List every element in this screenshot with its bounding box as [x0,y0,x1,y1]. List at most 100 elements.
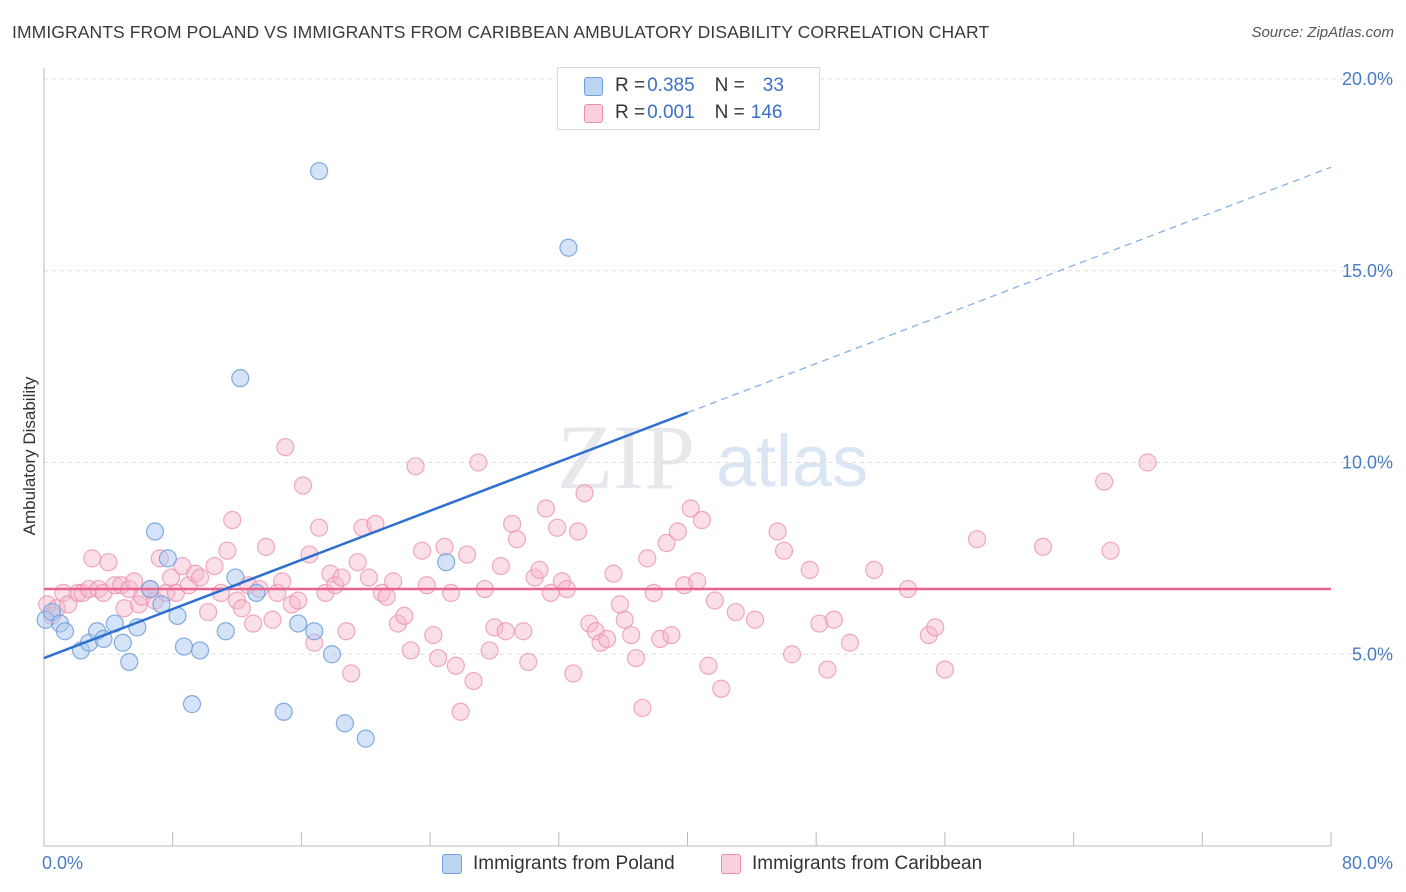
caribbean-point [218,541,237,560]
caribbean-point [712,679,731,698]
y-tick-label-10: 10.0% [1342,453,1393,473]
caribbean-point [638,549,657,568]
poland-point [309,161,329,181]
caribbean-point [205,556,224,576]
caribbean-point [610,595,630,614]
poland-points [36,161,578,748]
gridlines [44,78,1393,655]
caribbean-point [705,591,724,610]
caribbean-point [745,610,765,629]
caribbean-point [99,553,118,572]
source-label: Source: ZipAtlas.com [1251,24,1394,41]
caribbean-point [967,530,987,549]
caribbean-point [289,591,308,610]
caribbean-point [774,541,794,560]
chart-title: IMMIGRANTS FROM POLAND VS IMMIGRANTS FRO… [12,22,990,42]
caribbean-point [480,641,499,660]
legend-item-caribbean[interactable]: Immigrants from Caribbean [721,851,982,877]
poland-point [145,522,165,541]
caribbean-point [293,476,313,495]
caribbean-point [342,664,361,683]
caribbean-point [337,622,356,641]
caribbean-point [417,576,436,595]
caribbean-point [818,660,837,679]
legend-item-poland[interactable]: Immigrants from Poland [442,851,675,877]
caribbean-point [530,560,549,579]
caribbean-point [626,648,646,668]
caribbean-point [935,660,955,679]
poland-point [356,729,375,748]
poland-point [55,622,75,641]
poland-point [305,622,324,641]
poland-r-label: R = [615,75,646,96]
stats-legend: R = 0.385 N = 33 R = 0.001 N = 146 [557,67,820,130]
caribbean-point [458,545,477,564]
caribbean-point [83,549,102,568]
caribbean-point [1138,453,1157,472]
caribbean-point [451,702,470,721]
watermark: ZIP atlas [557,406,868,508]
caribbean-point [768,522,787,541]
caribbean-r-value: 0.001 [647,102,695,123]
caribbean-point [782,645,802,664]
caribbean-point [662,625,681,645]
caribbean-r-label: R = [615,102,646,123]
poland-point [216,622,235,641]
caribbean-point [412,541,432,560]
poland-point [437,553,456,572]
caribbean-point [692,510,712,530]
caribbean-point [810,614,829,633]
caribbean-point [435,537,454,556]
caribbean-point [644,583,663,602]
poland-point [174,637,194,656]
y-axis-label: Ambulatory Disability [20,376,39,535]
caribbean-point [223,510,242,530]
caribbean-point [441,583,461,602]
caribbean-point [699,656,718,675]
trend-lines [43,166,1332,660]
poland-trend-extension [687,166,1332,414]
caribbean-point [309,518,329,537]
caribbean-point [633,698,652,718]
caribbean-point [348,553,367,572]
caribbean-point [604,564,623,583]
caribbean-point [464,671,483,691]
caribbean-point [263,610,282,629]
caribbean-point [507,530,527,549]
poland-point [247,583,266,602]
legend-caribbean-swatch [721,854,741,874]
caribbean-point [597,629,617,649]
y-tick-label-20: 20.0% [1342,69,1393,89]
caribbean-point [1095,472,1114,491]
legend-caribbean-label: Immigrants from Caribbean [752,853,983,874]
caribbean-point [232,599,251,618]
axes [43,68,1332,847]
caribbean-point [575,484,594,503]
watermark-zip: ZIP [557,406,695,508]
caribbean-point [926,618,945,637]
caribbean-point [485,618,504,637]
caribbean-point [800,560,819,579]
caribbean-point [657,533,676,553]
caribbean-point [406,457,425,476]
poland-point [559,238,578,257]
x-tick-labels: 0.0% 80.0% [42,853,1393,873]
poland-point [231,369,250,388]
caribbean-point [272,572,292,591]
caribbean-point [244,614,263,633]
poland-trend-line [43,411,688,660]
poland-r-value: 0.385 [647,75,695,96]
caribbean-point [359,568,379,587]
caribbean-point [124,572,144,591]
caribbean-point [536,499,556,518]
poland-point [335,714,354,733]
caribbean-point [519,652,538,672]
caribbean-point [514,622,533,641]
legend-poland-swatch [442,854,462,874]
poland-point [113,633,132,652]
poland-point [190,641,210,660]
poland-n-value: 33 [762,75,784,96]
caribbean-point [668,522,687,541]
caribbean-point [681,499,700,518]
caribbean-point [383,572,403,591]
